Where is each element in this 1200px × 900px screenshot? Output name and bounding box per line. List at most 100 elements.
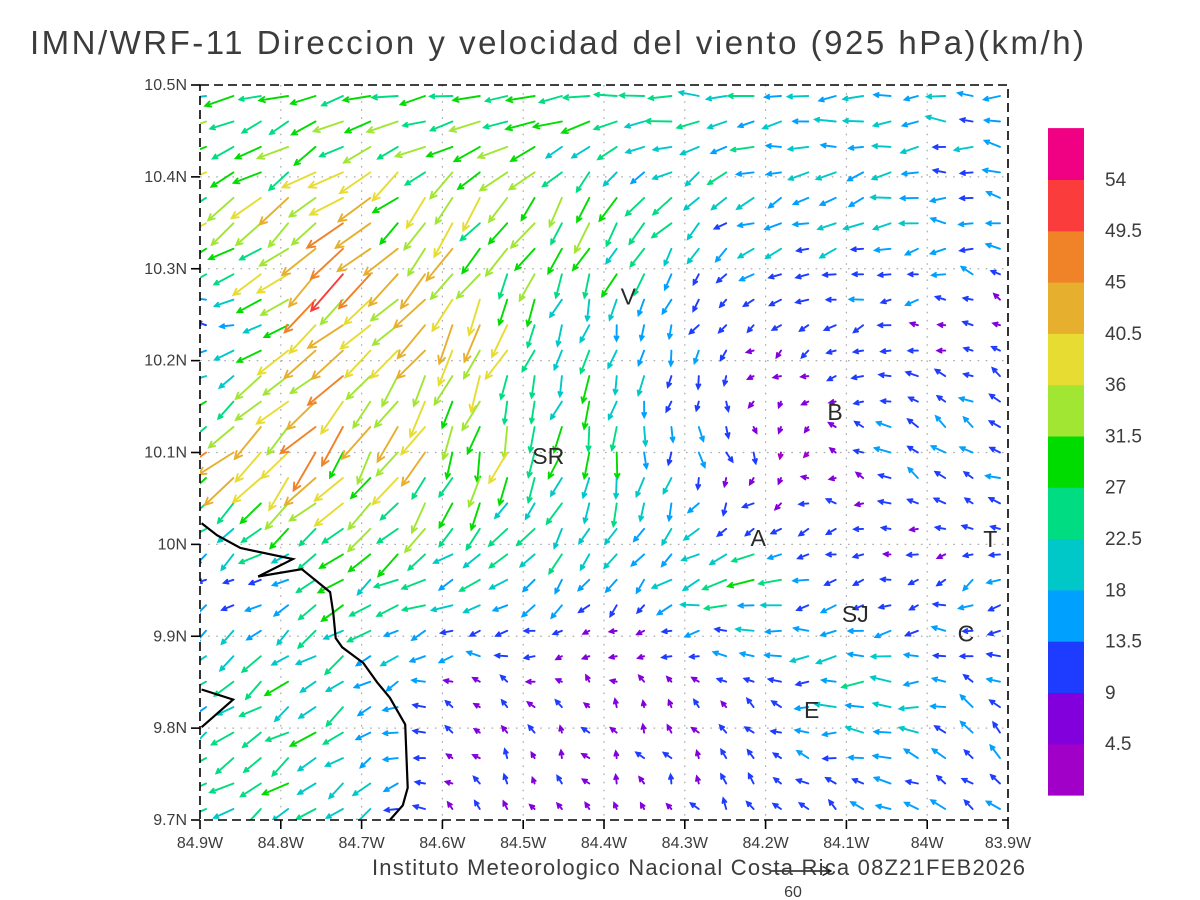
wind-arrow — [400, 604, 426, 612]
wind-arrow — [697, 451, 706, 469]
wind-arrow — [296, 757, 317, 772]
wind-arrow — [935, 774, 947, 785]
wind-arrow — [608, 298, 618, 322]
wind-arrow — [467, 477, 481, 509]
colorbar-segment — [1048, 487, 1084, 540]
wind-arrow — [375, 527, 399, 544]
wind-arrow — [794, 778, 810, 785]
wind-arrow — [907, 396, 919, 403]
wind-arrow — [493, 502, 509, 520]
wind-arrow — [827, 798, 837, 810]
wind-arrow — [852, 526, 865, 533]
wind-arrow — [487, 222, 509, 246]
wind-arrow — [903, 247, 919, 256]
wind-arrow — [520, 196, 536, 222]
wind-arrow — [462, 553, 481, 569]
wind-arrow — [684, 171, 700, 187]
wind-arrow — [706, 120, 728, 130]
wind-arrow — [526, 324, 536, 349]
wind-arrow — [434, 196, 454, 226]
wind-arrow — [324, 808, 344, 819]
wind-arrow — [991, 321, 1001, 328]
wind-arrow — [990, 345, 1001, 352]
wind-arrow — [541, 171, 563, 188]
wind-arrow — [528, 803, 536, 811]
wind-arrow — [682, 196, 700, 211]
wind-arrow — [347, 553, 372, 573]
wind-arrow — [745, 697, 755, 709]
wind-arrow — [309, 273, 344, 313]
wind-arrow — [200, 808, 207, 813]
wind-arrow — [852, 399, 865, 406]
wind-arrow — [744, 348, 755, 355]
wind-arrow — [902, 95, 919, 102]
wind-arrow — [907, 578, 919, 586]
wind-arrow — [992, 720, 1001, 734]
wind-arrow — [466, 426, 481, 456]
wind-arrow — [904, 629, 919, 637]
wind-arrow — [869, 653, 892, 660]
wind-arrow — [769, 728, 782, 735]
wind-arrow — [786, 145, 810, 152]
wind-arrow — [242, 324, 262, 334]
wind-arrow — [327, 782, 344, 800]
wind-arrow — [785, 93, 810, 100]
wind-arrow — [933, 368, 947, 378]
wind-arrow — [558, 748, 565, 760]
wind-arrow — [747, 400, 755, 409]
wind-arrow — [299, 680, 317, 694]
wind-arrow — [499, 674, 509, 683]
wind-arrow — [579, 324, 591, 344]
wind-arrow — [403, 527, 426, 554]
wind-arrow — [851, 553, 865, 559]
wind-arrow — [553, 527, 563, 550]
wind-arrow — [577, 527, 591, 545]
wind-arrow — [297, 553, 317, 571]
wind-arrow — [288, 95, 317, 106]
wind-arrow — [392, 298, 426, 330]
wind-arrow — [991, 366, 1001, 378]
wind-arrow — [877, 372, 892, 379]
wind-arrow — [692, 298, 700, 313]
wind-arrow — [238, 247, 262, 261]
wind-arrow — [660, 553, 673, 568]
wind-arrow — [840, 680, 865, 690]
wind-arrow — [200, 655, 207, 662]
wind-arrow — [872, 776, 892, 785]
wind-arrow — [936, 322, 947, 328]
wind-arrow — [283, 298, 317, 334]
wind-arrow — [651, 145, 673, 152]
wind-arrow — [720, 700, 728, 709]
wind-arrow — [372, 578, 399, 589]
wind-arrow — [200, 273, 207, 279]
wind-arrow — [715, 273, 728, 284]
wind-arrow — [634, 751, 646, 760]
wind-arrow — [351, 782, 372, 797]
wind-arrow — [444, 451, 454, 481]
wind-arrow — [764, 247, 782, 260]
wind-arrow — [311, 120, 344, 134]
wind-arrow — [545, 502, 563, 526]
wind-arrow — [702, 604, 728, 611]
wind-arrow — [356, 578, 372, 596]
wind-arrow — [650, 222, 673, 239]
wind-arrow — [638, 775, 646, 785]
wind-arrow — [259, 298, 290, 316]
wind-arrow — [451, 95, 481, 103]
wind-arrow — [323, 757, 344, 768]
wind-arrow — [879, 298, 892, 305]
wind-arrow — [200, 349, 207, 354]
wind-arrow — [777, 426, 784, 435]
wind-arrow — [641, 400, 648, 420]
wind-arrow — [262, 324, 290, 338]
wind-arrow — [771, 802, 782, 810]
wind-arrow — [607, 653, 618, 660]
wind-arrow — [613, 477, 620, 501]
wind-arrow — [746, 324, 755, 334]
wind-arrow — [958, 247, 974, 253]
wind-arrow — [906, 347, 919, 354]
wind-arrow — [874, 420, 892, 428]
wind-arrow — [841, 95, 865, 102]
wind-arrow — [264, 731, 290, 743]
wind-arrow — [548, 196, 563, 229]
